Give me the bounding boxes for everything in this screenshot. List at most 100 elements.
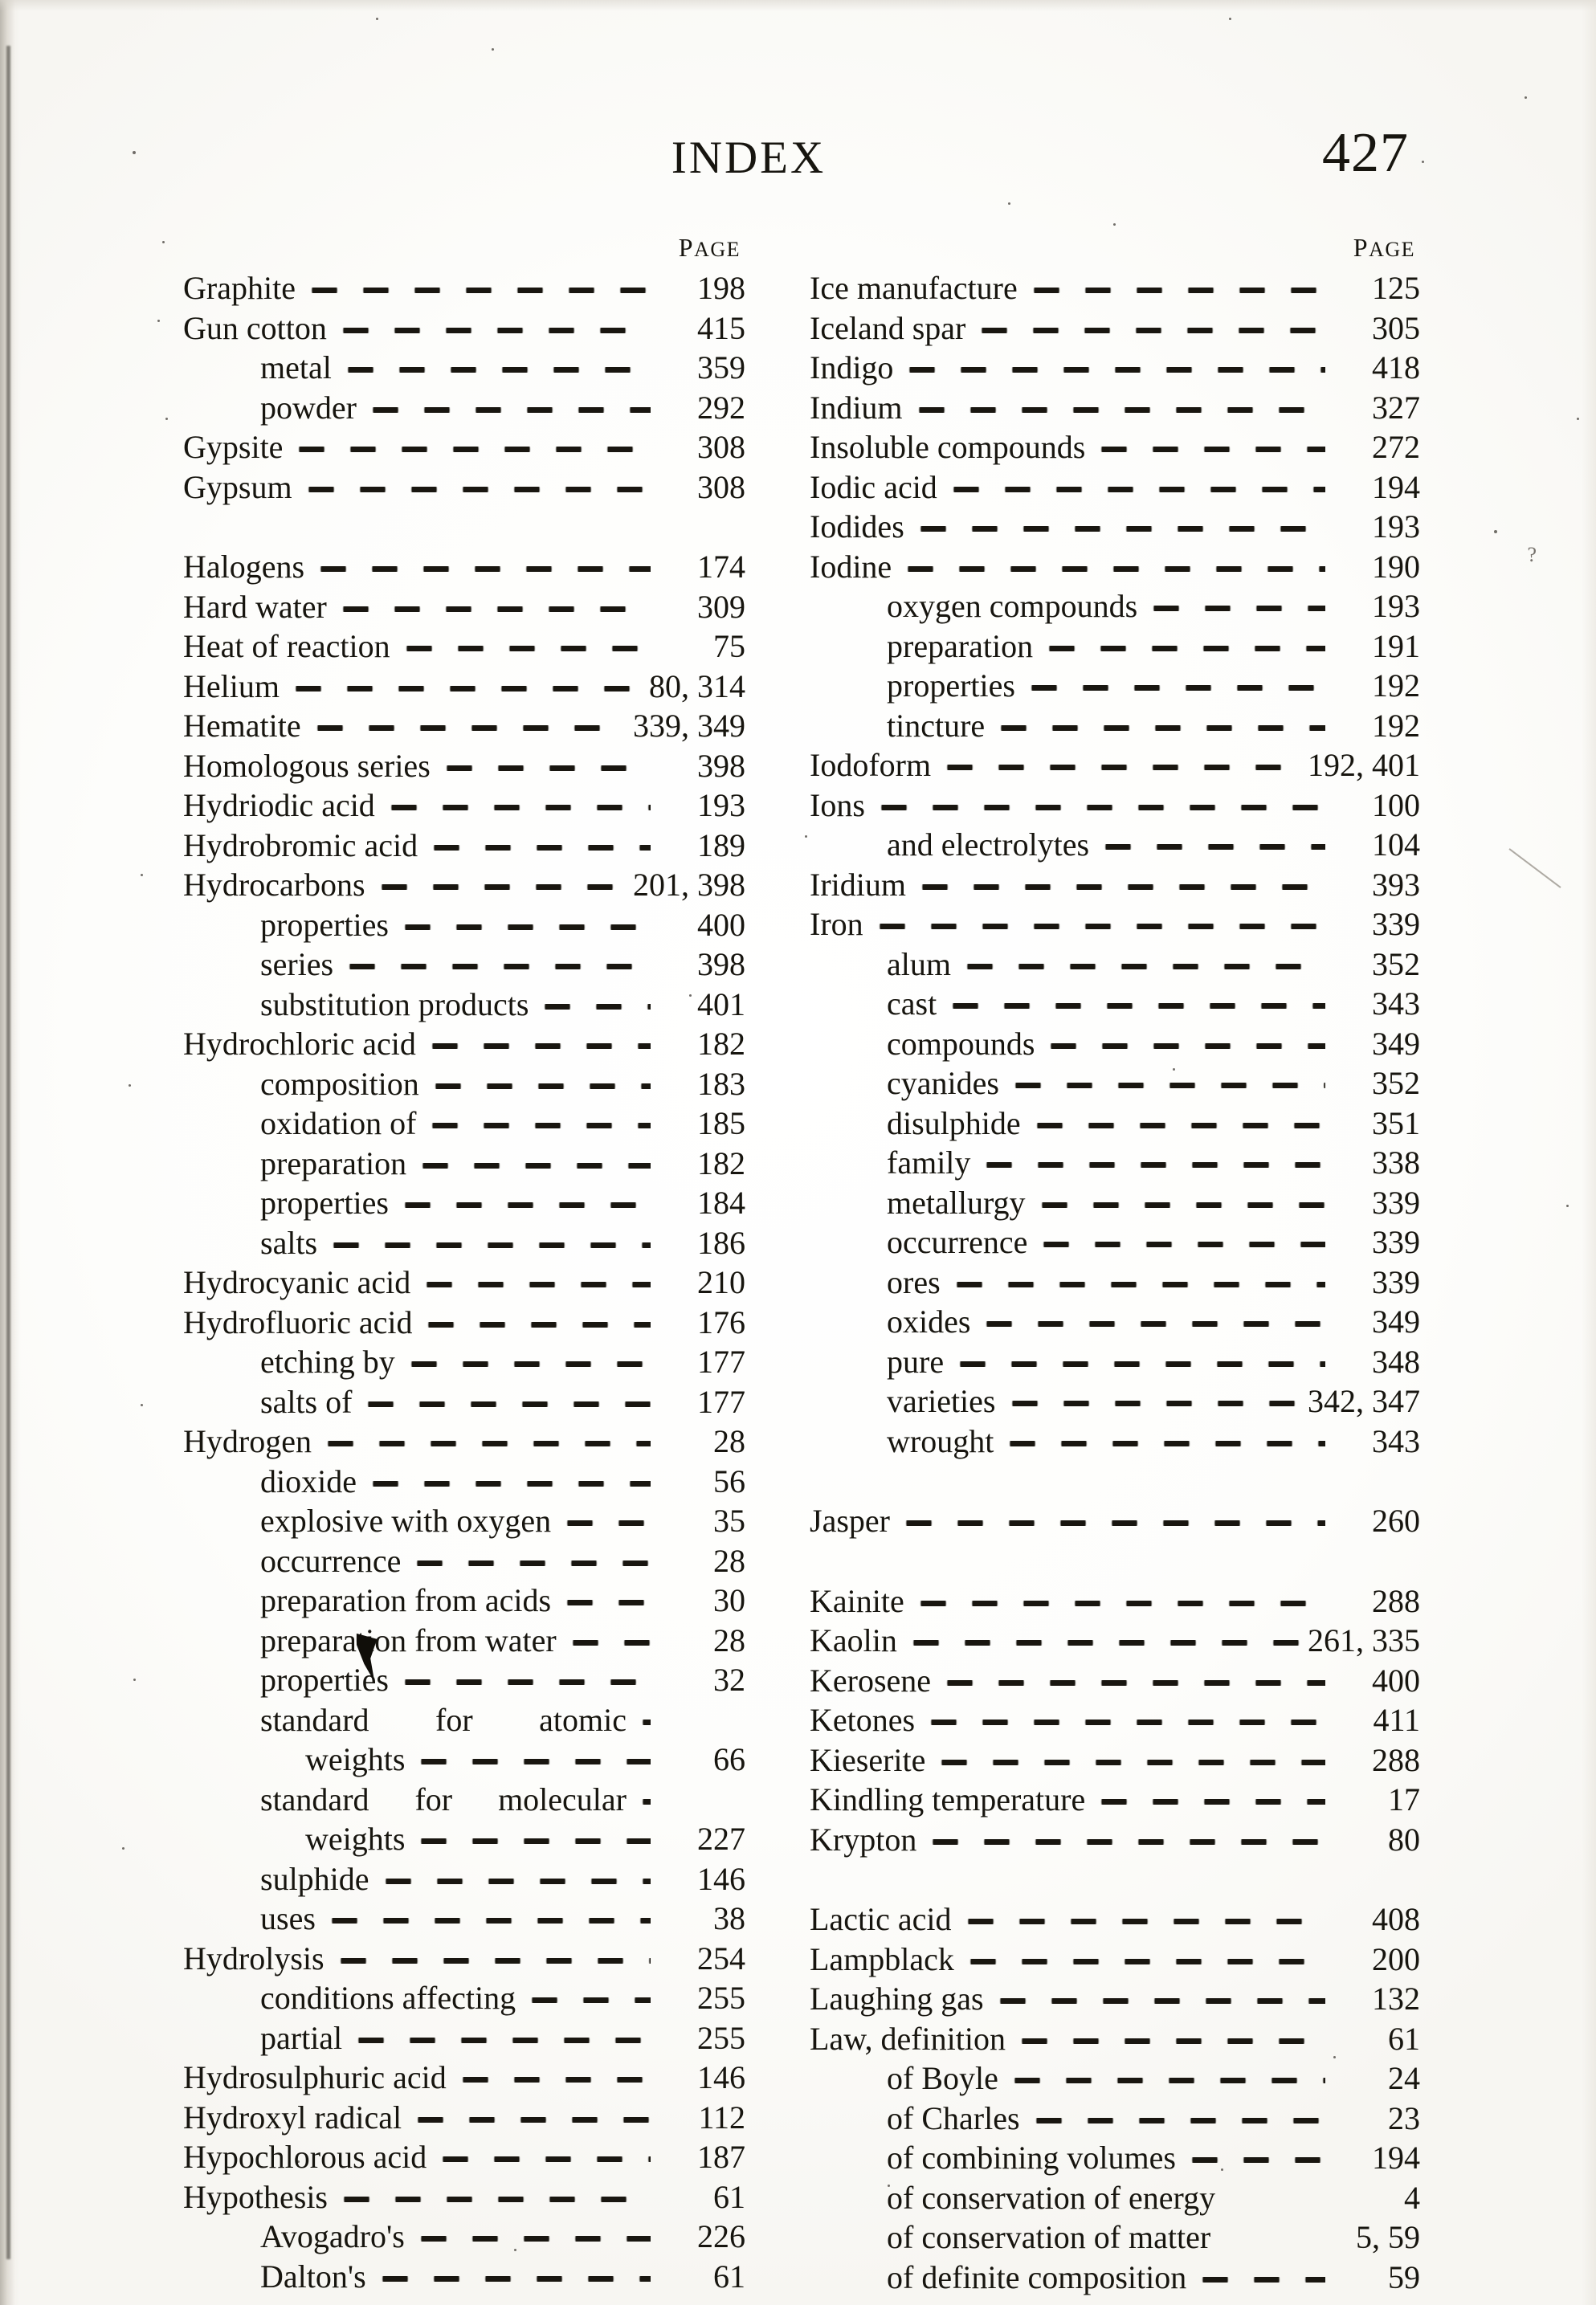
dot-leader	[998, 1380, 1300, 1412]
scan-left-edge-shadow	[0, 0, 21, 2305]
dot-leader	[331, 2176, 651, 2208]
index-entry-page-number: 308	[697, 429, 745, 465]
dot-leader	[908, 863, 1325, 895]
index-entry-row: cast 343	[810, 982, 1420, 1022]
index-entry-label: occurrence	[260, 1542, 402, 1579]
dot-leader	[391, 1658, 651, 1691]
dot-leader	[532, 983, 651, 1015]
dot-leader	[1214, 2216, 1325, 2248]
index-entry-page-number: 398	[697, 747, 745, 784]
dot-leader	[896, 346, 1325, 378]
index-entry-row: Heat of reaction 75	[183, 625, 745, 665]
scan-speckle	[689, 994, 692, 997]
dot-leader	[1023, 2097, 1325, 2129]
index-entry-page-number: 193	[697, 787, 745, 823]
scan-speckle	[141, 1404, 143, 1406]
index-entry-label: weights	[305, 1821, 406, 1857]
index-entry-page-number: 193	[1372, 588, 1420, 624]
index-entry-label: Hydriodic acid	[183, 787, 375, 823]
dot-leader	[905, 386, 1325, 418]
dot-leader	[318, 1897, 651, 1929]
index-entry-label: Jasper	[810, 1503, 890, 1539]
index-entry-row: Homologous series 398	[183, 745, 745, 785]
index-entry-page-number: 255	[697, 1980, 745, 2016]
index-entry-page-number: 191	[1372, 627, 1420, 664]
index-entry-label: Iodoform	[810, 747, 932, 783]
index-entry-page-number: 349	[1372, 1025, 1420, 1062]
index-entry-row: preparation 191	[810, 625, 1420, 665]
index-entry-row: family 338	[810, 1141, 1420, 1181]
dot-leader	[907, 1580, 1325, 1612]
dot-leader	[1141, 585, 1325, 617]
margin-pencil-mark: ?	[1527, 543, 1537, 566]
index-entry-row: Hematite 339, 349	[183, 704, 745, 745]
index-entry-row: preparation 182	[183, 1142, 745, 1182]
index-entry-label: preparation from water	[260, 1622, 557, 1658]
dot-leader	[554, 1499, 651, 1532]
index-entry-page-number: 176	[697, 1303, 745, 1340]
index-entry-row: occurrence 28	[183, 1540, 745, 1580]
index-entry-label: Hydrocarbons	[183, 867, 365, 903]
index-entry-page-number: 342, 347	[1308, 1383, 1420, 1419]
dot-leader	[414, 1261, 651, 1293]
scan-speckle	[514, 2249, 516, 2251]
index-entry-row: Law, definition 61	[810, 2017, 1420, 2058]
index-entry-label: disulphide	[887, 1104, 1021, 1141]
index-entry-row: Helium 80, 314	[183, 665, 745, 705]
index-entry-row: Hydrocarbons 201, 398	[183, 863, 745, 904]
index-entry-page-number: 348	[1372, 1343, 1420, 1380]
scan-speckle	[1422, 161, 1424, 163]
page-title: INDEX	[671, 133, 827, 183]
index-entry-page-number: 80, 314	[649, 667, 745, 704]
index-entry-label: Avogadro's	[260, 2218, 405, 2254]
scan-speckle	[157, 320, 160, 322]
scan-speckle	[133, 151, 136, 154]
dot-leader	[314, 1420, 651, 1452]
index-entry-label: preparation	[260, 1144, 407, 1181]
index-entry-label: Hydrosulphuric acid	[183, 2059, 447, 2095]
index-entry-page-number: 38	[713, 1900, 745, 1936]
index-entry-page-number: 192	[1372, 707, 1420, 744]
dot-leader	[1002, 1062, 1325, 1094]
dot-leader	[410, 1142, 651, 1174]
dot-leader	[986, 1977, 1325, 2009]
dot-leader	[867, 784, 1325, 816]
index-entry-page-number: 146	[697, 1860, 745, 1897]
dot-leader	[422, 1063, 651, 1095]
index-entry-row: powder 292	[183, 386, 745, 426]
index-entry-page-number: 32	[713, 1662, 745, 1698]
index-entry-row: preparation from acids 30	[183, 1579, 745, 1619]
index-entry-row: Kindling temperature 17	[810, 1778, 1420, 1818]
index-entry-row: properties 192	[810, 664, 1420, 704]
index-entry-page-number: 339	[1372, 1184, 1420, 1221]
index-entry-label: Ketones	[810, 1702, 916, 1738]
dot-leader	[391, 1181, 651, 1214]
index-entry-page-number: 24	[1388, 2060, 1420, 2096]
scan-speckle	[211, 2202, 214, 2205]
index-entry-label: Heat of reaction	[183, 628, 390, 664]
dot-leader	[408, 1817, 651, 1850]
dot-leader	[320, 1222, 651, 1254]
index-entry-page-number: 190	[1372, 548, 1420, 585]
index-entry-label: Iodides	[810, 508, 904, 545]
index-entry-page-number: 125	[1372, 270, 1420, 306]
index-entry-label: properties	[260, 906, 389, 943]
dot-leader	[920, 1818, 1325, 1850]
index-entry-page-number: 104	[1372, 826, 1420, 863]
index-entry-row: varieties 342, 347	[810, 1380, 1420, 1420]
index-column-left: PAGE Graphite 198 Gun cotton 415 metal 359 pow…	[183, 233, 745, 2295]
index-entry-label: standard for molecular	[260, 1783, 627, 1816]
dot-leader	[421, 824, 651, 856]
dot-leader	[1088, 426, 1325, 458]
index-entry-label: substitution products	[260, 985, 529, 1022]
index-entry-page-number: 226	[697, 2218, 745, 2254]
dot-leader	[372, 1858, 651, 1890]
page-label-rest: AGE	[1369, 238, 1415, 261]
index-entry-label: Indigo	[810, 349, 894, 386]
index-entry-page-number: 401	[697, 985, 745, 1022]
dot-leader	[415, 1301, 651, 1333]
index-entry-row: of Boyle 24	[810, 2057, 1420, 2097]
index-entry-page-number: 177	[697, 1344, 745, 1380]
index-entry-label: sulphide	[260, 1860, 369, 1897]
